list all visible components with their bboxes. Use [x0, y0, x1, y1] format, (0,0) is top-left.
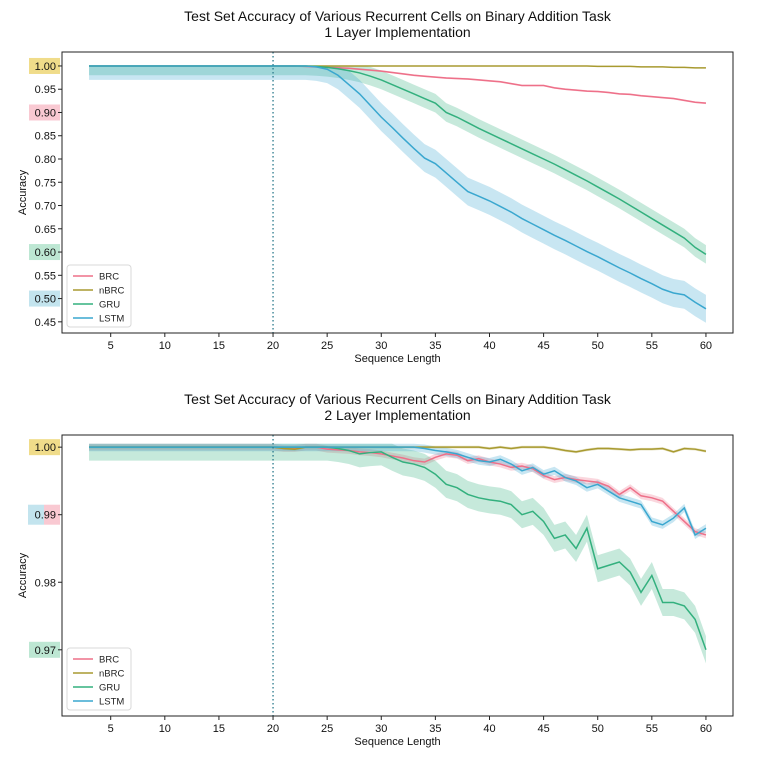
x-tick-label: 25 [321, 340, 333, 352]
y-tick-highlight [29, 290, 60, 307]
x-tick-label: 5 [108, 723, 114, 735]
legend: BRC nBRC GRU LSTM [66, 264, 132, 328]
x-tick-label: 15 [213, 723, 225, 735]
legend-label-gru: GRU [99, 683, 120, 694]
series-line-lstm [89, 446, 707, 537]
y-tick-label: 0.60 [35, 247, 56, 259]
x-tick-label: 40 [483, 340, 495, 352]
legend-label-gru: GRU [99, 300, 120, 311]
x-tick-label: 20 [267, 723, 279, 735]
legend: BRC nBRC GRU LSTM [66, 647, 132, 711]
legend-box [66, 264, 132, 328]
y-tick-label: 0.98 [35, 577, 56, 589]
y-tick-label: 0.85 [35, 131, 56, 143]
x-tick-label: 25 [321, 723, 333, 735]
series-line-gru [89, 446, 707, 651]
chart-title: Test Set Accuracy of Various Recurrent C… [184, 391, 612, 407]
legend-label-lstm: LSTM [99, 314, 124, 325]
x-tick-label: 50 [592, 723, 604, 735]
legend-label-nbrc: nBRC [99, 286, 124, 297]
series-line-lstm [89, 65, 707, 310]
y-tick-label: 1.00 [35, 442, 56, 454]
x-tick-label: 5 [108, 340, 114, 352]
y-tick-highlight [29, 439, 60, 456]
plot-area [89, 65, 707, 323]
y-tick-label: 0.97 [35, 645, 56, 657]
x-tick-label: 60 [700, 723, 712, 735]
x-axis-label: Sequence Length [354, 353, 440, 365]
y-tick-highlight [28, 504, 44, 525]
x-tick-label: 50 [592, 340, 604, 352]
band-gru [89, 443, 706, 664]
x-tick-label: 55 [646, 723, 658, 735]
legend-label-nbrc: nBRC [99, 669, 124, 680]
y-tick-highlight [29, 104, 60, 121]
y-tick-label: 0.95 [35, 84, 56, 96]
y-tick-label: 0.80 [35, 154, 56, 166]
y-tick-highlight [29, 244, 60, 261]
y-tick-label: 0.55 [35, 270, 56, 282]
legend-label-brc: BRC [99, 655, 119, 666]
y-tick-label: 0.99 [35, 510, 56, 522]
y-tick-highlight [29, 57, 60, 74]
x-tick-label: 15 [213, 340, 225, 352]
y-tick-label: 0.45 [35, 317, 56, 329]
axes-frame [61, 434, 734, 717]
x-tick-label: 35 [429, 723, 441, 735]
legend-label-brc: BRC [99, 272, 119, 283]
x-tick-label: 45 [537, 723, 549, 735]
y-tick-highlight [44, 504, 60, 525]
x-tick-label: 35 [429, 340, 441, 352]
x-tick-label: 40 [483, 723, 495, 735]
legend-label-lstm: LSTM [99, 697, 124, 708]
y-tick-label: 0.90 [35, 107, 56, 119]
axes-frame [61, 51, 734, 334]
y-tick-label: 0.75 [35, 177, 56, 189]
x-tick-label: 10 [159, 723, 171, 735]
y-axis-label: Accuracy [17, 552, 29, 598]
x-tick-label: 55 [646, 340, 658, 352]
chart-title: Test Set Accuracy of Various Recurrent C… [184, 8, 612, 24]
x-tick-label: 10 [159, 340, 171, 352]
y-tick-label: 0.65 [35, 224, 56, 236]
x-axis-label: Sequence Length [354, 736, 440, 748]
y-tick-label: 0.50 [35, 294, 56, 306]
chart-subtitle: 1 Layer Implementation [324, 24, 470, 40]
band-gru [89, 65, 706, 264]
chart-subtitle: 2 Layer Implementation [324, 407, 470, 423]
chart-2: Test Set Accuracy of Various Recurrent C… [17, 391, 734, 748]
y-axis-label: Accuracy [17, 169, 29, 215]
y-tick-highlight [29, 641, 60, 658]
plot-area [89, 443, 707, 664]
chart-1: Test Set Accuracy of Various Recurrent C… [17, 8, 734, 365]
y-tick-label: 1.00 [35, 61, 56, 73]
x-tick-label: 20 [267, 340, 279, 352]
x-tick-label: 30 [375, 340, 387, 352]
x-tick-label: 45 [537, 340, 549, 352]
y-tick-label: 0.70 [35, 201, 56, 213]
legend-box [66, 647, 132, 711]
x-tick-label: 60 [700, 340, 712, 352]
x-tick-label: 30 [375, 723, 387, 735]
